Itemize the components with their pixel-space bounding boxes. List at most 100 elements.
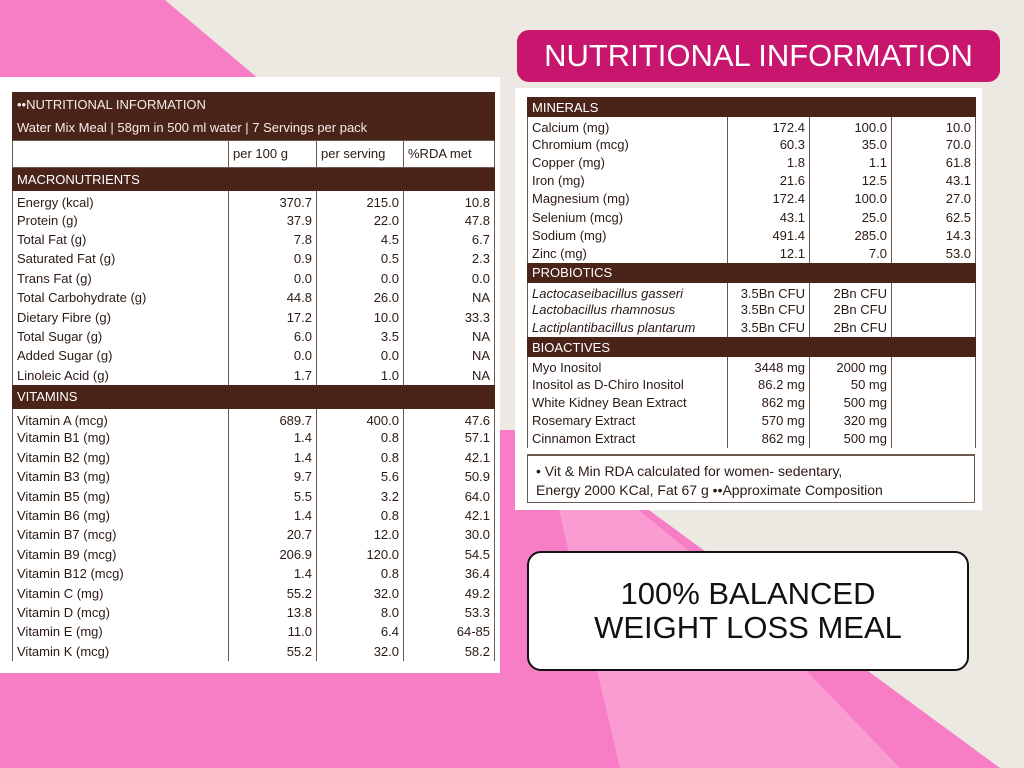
table-row: Saturated Fat (g) 0.9 0.5 2.3 [12, 249, 495, 269]
table-row: Vitamin A (mcg) 689.7 400.0 47.6 [12, 408, 495, 429]
cell-value [890, 300, 977, 319]
table-row: Vitamin B5 (mg) 5.5 3.2 64.0 [12, 486, 495, 506]
title-badge: NUTRITIONAL INFORMATION [517, 30, 1000, 82]
cell-value [890, 357, 977, 376]
section-row: VITAMINS [12, 384, 495, 409]
cell-label: Total Sugar (g) [12, 326, 229, 347]
section-title: PROBIOTICS [526, 262, 977, 283]
cell-label: Copper (mg) [527, 153, 728, 172]
cell-value: 10.8 [403, 191, 495, 211]
cell-value: 61.8 [890, 153, 977, 172]
cell-label: Calcium (mg) [527, 117, 728, 136]
table-row: Lactobacillus rhamnosus 3.5Bn CFU 2Bn CFU [527, 300, 977, 319]
cell-label: White Kidney Bean Extract [527, 393, 728, 412]
table-row: Vitamin B2 (mg) 1.4 0.8 42.1 [12, 447, 495, 468]
cell-label: Vitamin B6 (mg) [12, 505, 229, 526]
cell-value: 206.9 [228, 544, 317, 565]
cell-value: 2Bn CFU [809, 318, 892, 338]
cell-label: Vitamin D (mcg) [12, 602, 229, 623]
cell-value: 42.1 [403, 447, 495, 468]
cell-value: 0.8 [316, 428, 404, 448]
table-row: Selenium (mcg) 43.1 25.0 62.5 [527, 207, 977, 227]
cell-label: Selenium (mcg) [527, 207, 728, 227]
cell-value: 12.0 [316, 525, 404, 545]
table-row: Dietary Fibre (g) 17.2 10.0 33.3 [12, 307, 495, 327]
cell-value: 7.8 [228, 229, 317, 250]
cell-value: NA [403, 346, 495, 366]
cell-label: Saturated Fat (g) [12, 249, 229, 269]
cell-value: 11.0 [228, 622, 317, 642]
section-title: MACRONUTRIENTS [12, 167, 495, 191]
table-row: Inositol as D-Chiro Inositol 86.2 mg 50 mg [527, 375, 977, 394]
table-row: Iron (mg) 21.6 12.5 43.1 [527, 171, 977, 190]
table-row: Protein (g) 37.9 22.0 47.8 [12, 210, 495, 230]
cell-value: 12.1 [727, 244, 810, 263]
table-row: Vitamin B6 (mg) 1.4 0.8 42.1 [12, 505, 495, 526]
cell-value [890, 393, 977, 412]
cell-label: Iron (mg) [527, 171, 728, 190]
cell-label: Total Fat (g) [12, 229, 229, 250]
cell-value: 17.2 [228, 307, 317, 327]
cell-value: 10.0 [890, 117, 977, 136]
cell-label: Vitamin B9 (mcg) [12, 544, 229, 565]
table-row: Vitamin B12 (mcg) 1.4 0.8 36.4 [12, 564, 495, 584]
cell-value: 50.9 [403, 467, 495, 487]
table-row: Lactiplantibacillus plantarum 3.5Bn CFU 2B… [527, 318, 977, 338]
cell-value: 36.4 [403, 564, 495, 584]
cell-value: 3.2 [316, 486, 404, 506]
cell-value [890, 429, 977, 448]
cell-value: 9.7 [228, 467, 317, 487]
cell-value: 64-85 [403, 622, 495, 642]
cell-label: Myo Inositol [527, 357, 728, 376]
cell-label: Vitamin B5 (mg) [12, 486, 229, 506]
cell-value [890, 318, 977, 338]
pink-shape [0, 0, 260, 80]
column-header: %RDA met [403, 139, 495, 168]
table-row: Vitamin B9 (mcg) 206.9 120.0 54.5 [12, 544, 495, 565]
table-row: Total Fat (g) 7.8 4.5 6.7 [12, 229, 495, 250]
cell-value: 47.6 [403, 408, 495, 429]
cell-value: 0.8 [316, 447, 404, 468]
cell-label: Chromium (mcg) [527, 135, 728, 154]
cell-label: Lactobacillus rhamnosus [527, 300, 728, 319]
cell-value: 10.0 [316, 307, 404, 327]
table-row: Vitamin D (mcg) 13.8 8.0 53.3 [12, 602, 495, 623]
cell-value: 500 mg [809, 429, 892, 448]
table-row: Linoleic Acid (g) 1.7 1.0 NA [12, 365, 495, 385]
cell-value: 5.5 [228, 486, 317, 506]
cell-value: 26.0 [316, 287, 404, 308]
cell-value: 5.6 [316, 467, 404, 487]
cell-value [890, 375, 977, 394]
table-row: Lactocaseibacillus gasseri 3.5Bn CFU 2Bn C… [527, 282, 977, 301]
cell-value: 55.2 [228, 583, 317, 603]
cell-value: 62.5 [890, 207, 977, 227]
cell-label: Vitamin B12 (mcg) [12, 564, 229, 584]
cell-value: 30.0 [403, 525, 495, 545]
table-row: Zinc (mg) 12.1 7.0 53.0 [527, 244, 977, 263]
cell-value: 0.8 [316, 564, 404, 584]
cell-value: 13.8 [228, 602, 317, 623]
tagline-box: 100% BALANCED WEIGHT LOSS MEAL [527, 551, 969, 671]
section-row: PROBIOTICS [526, 262, 977, 283]
cell-value: 25.0 [809, 207, 892, 227]
cell-value: 12.5 [809, 171, 892, 190]
cell-label: Rosemary Extract [527, 411, 728, 430]
cell-value: 55.2 [228, 641, 317, 661]
cell-value: 20.7 [228, 525, 317, 545]
cell-value [890, 282, 977, 301]
table-row: Added Sugar (g) 0.0 0.0 NA [12, 346, 495, 366]
table-row: Vitamin E (mg) 11.0 6.4 64-85 [12, 622, 495, 642]
cell-value: NA [403, 326, 495, 347]
table-row: Total Carbohydrate (g) 44.8 26.0 NA [12, 287, 495, 308]
cell-value: 44.8 [228, 287, 317, 308]
cell-label: Lactocaseibacillus gasseri [527, 282, 728, 301]
tagline-line: WEIGHT LOSS MEAL [594, 610, 902, 645]
cell-value: 0.0 [316, 268, 404, 288]
cell-value: 100.0 [809, 189, 892, 208]
cell-value: 491.4 [727, 226, 810, 245]
cell-value: 4.5 [316, 229, 404, 250]
cell-value: 0.9 [228, 249, 317, 269]
cell-label: Energy (kcal) [12, 191, 229, 211]
cell-label: Vitamin B2 (mg) [12, 447, 229, 468]
cell-value: 1.4 [228, 564, 317, 584]
